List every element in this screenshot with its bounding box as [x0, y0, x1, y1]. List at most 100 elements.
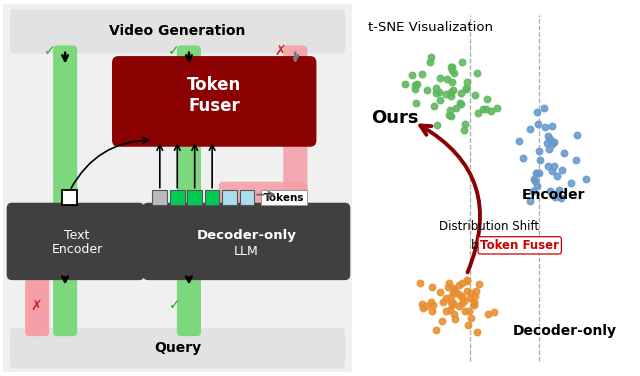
Point: [465, 295, 475, 301]
Point: [444, 112, 454, 118]
Point: [534, 148, 544, 154]
Text: ✓: ✓: [168, 44, 179, 58]
Point: [470, 92, 480, 98]
Point: [478, 106, 488, 112]
Text: by: by: [472, 239, 490, 252]
Point: [441, 91, 451, 97]
Point: [448, 87, 458, 93]
Point: [572, 132, 582, 138]
Point: [461, 85, 471, 91]
Point: [431, 327, 442, 334]
Point: [548, 163, 559, 169]
Point: [460, 308, 470, 314]
Point: [466, 315, 476, 321]
FancyBboxPatch shape: [10, 328, 345, 368]
Point: [449, 287, 459, 293]
Point: [534, 170, 544, 176]
FancyBboxPatch shape: [284, 45, 307, 252]
Text: Token
Fuser: Token Fuser: [187, 76, 241, 115]
Point: [446, 89, 456, 95]
Text: Distribution Shift: Distribution Shift: [439, 220, 540, 233]
FancyBboxPatch shape: [143, 203, 350, 280]
Point: [415, 280, 425, 286]
Point: [547, 168, 557, 174]
Point: [530, 177, 540, 183]
FancyBboxPatch shape: [63, 190, 77, 205]
Point: [472, 70, 482, 76]
Text: ✗: ✗: [274, 44, 286, 58]
FancyBboxPatch shape: [0, 0, 355, 376]
Point: [447, 64, 457, 70]
Point: [417, 71, 427, 77]
Point: [543, 163, 553, 169]
Point: [455, 100, 465, 106]
Point: [482, 97, 492, 103]
Point: [462, 277, 472, 283]
Point: [566, 180, 576, 186]
Point: [544, 146, 554, 152]
Point: [474, 281, 484, 287]
Point: [451, 105, 461, 111]
Point: [435, 289, 445, 295]
Point: [442, 76, 452, 82]
Point: [433, 89, 444, 95]
Point: [532, 170, 542, 176]
Point: [435, 97, 445, 103]
Point: [469, 300, 479, 306]
Point: [426, 54, 436, 60]
Point: [531, 183, 541, 189]
Point: [444, 280, 454, 286]
Point: [529, 176, 539, 182]
Point: [448, 300, 458, 306]
Text: ✗: ✗: [31, 299, 42, 312]
Point: [461, 86, 472, 92]
Point: [428, 284, 438, 290]
FancyBboxPatch shape: [205, 190, 220, 205]
Point: [449, 311, 460, 317]
FancyBboxPatch shape: [25, 270, 49, 336]
Point: [437, 318, 447, 324]
FancyBboxPatch shape: [188, 190, 202, 205]
Text: Decoder-only: Decoder-only: [513, 323, 616, 338]
Point: [518, 155, 528, 161]
Point: [548, 139, 559, 145]
Point: [525, 126, 535, 132]
Point: [489, 309, 499, 315]
Point: [446, 294, 456, 300]
Point: [462, 278, 472, 284]
FancyBboxPatch shape: [53, 45, 77, 213]
Text: Tokens: Tokens: [264, 193, 305, 203]
Point: [457, 294, 467, 300]
Point: [417, 302, 428, 308]
Point: [455, 292, 465, 298]
Text: Video Generation: Video Generation: [109, 24, 246, 38]
Text: LLM: LLM: [234, 245, 259, 258]
Point: [438, 299, 448, 305]
FancyBboxPatch shape: [152, 190, 167, 205]
Point: [454, 282, 464, 288]
Point: [449, 70, 460, 76]
Point: [468, 302, 479, 308]
FancyBboxPatch shape: [222, 190, 237, 205]
Point: [514, 138, 524, 144]
Point: [429, 103, 439, 109]
Point: [399, 81, 410, 87]
Point: [460, 121, 470, 127]
Point: [483, 311, 493, 317]
Point: [559, 150, 569, 156]
Point: [545, 136, 556, 142]
Point: [421, 303, 431, 309]
Point: [470, 293, 480, 299]
FancyBboxPatch shape: [6, 203, 145, 280]
Point: [412, 81, 422, 87]
Point: [447, 285, 458, 291]
Text: Encoder: Encoder: [522, 188, 586, 202]
Point: [571, 157, 581, 163]
Point: [543, 133, 554, 139]
Point: [471, 288, 481, 294]
Point: [418, 305, 428, 311]
Point: [446, 64, 456, 70]
Point: [447, 67, 457, 73]
FancyArrowPatch shape: [420, 126, 480, 272]
FancyBboxPatch shape: [177, 45, 201, 213]
